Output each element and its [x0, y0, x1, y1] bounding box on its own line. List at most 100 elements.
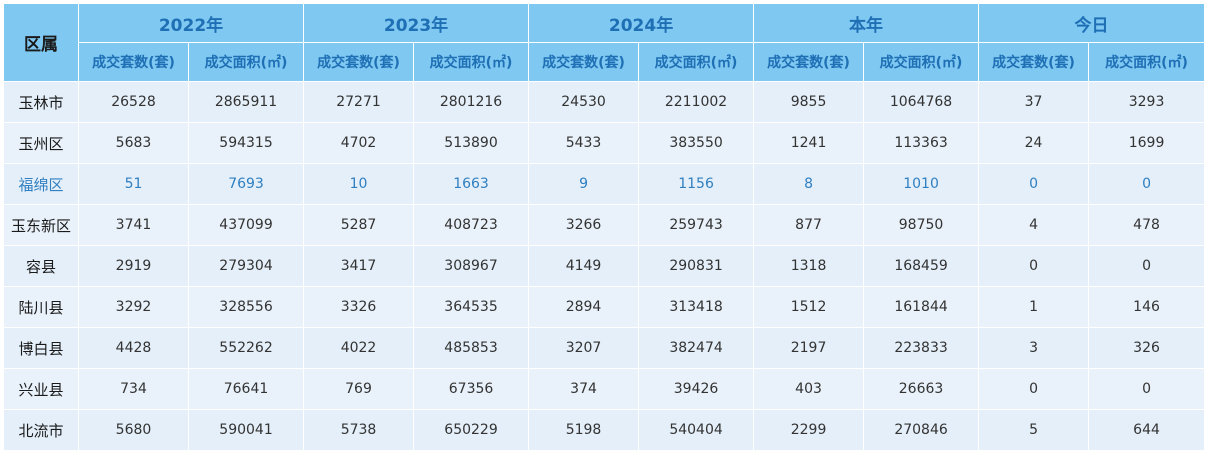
area-cell: 590041	[187, 409, 305, 451]
area-cell: 290831	[638, 245, 755, 287]
units-cell: 5433	[528, 122, 640, 164]
table-row: 福绵区 51 7693 10 1663 9 1156 8 1010 0 0	[3, 163, 1206, 205]
area-cell: 76641	[187, 368, 305, 410]
area-cell: 594315	[187, 122, 305, 164]
area-cell: 326	[1088, 327, 1206, 369]
area-cell: 478	[1088, 204, 1206, 246]
units-cell: 3326	[303, 286, 415, 328]
group-header-2024: 2024年	[528, 3, 755, 43]
sub-header-area: 成交面积(㎡)	[1088, 42, 1206, 82]
units-cell: 5	[978, 409, 1090, 451]
area-cell: 113363	[863, 122, 980, 164]
area-cell: 270846	[863, 409, 980, 451]
units-cell: 9855	[753, 81, 865, 123]
table-row: 玉林市 26528 2865911 27271 2801216 24530 2211002 9…	[3, 81, 1206, 123]
units-cell: 403	[753, 368, 865, 410]
units-cell: 1512	[753, 286, 865, 328]
area-cell: 168459	[863, 245, 980, 287]
area-cell: 223833	[863, 327, 980, 369]
region-cell: 陆川县	[3, 286, 79, 328]
area-cell: 1156	[638, 163, 755, 205]
units-cell: 374	[528, 368, 640, 410]
units-cell: 10	[303, 163, 415, 205]
area-cell: 1663	[413, 163, 530, 205]
units-cell: 0	[978, 163, 1090, 205]
units-cell: 3266	[528, 204, 640, 246]
units-cell: 4702	[303, 122, 415, 164]
area-cell: 1010	[863, 163, 980, 205]
area-cell: 383550	[638, 122, 755, 164]
units-cell: 2197	[753, 327, 865, 369]
area-cell: 364535	[413, 286, 530, 328]
units-cell: 5683	[78, 122, 189, 164]
table-row: 玉州区 5683 594315 4702 513890 5433 383550 1241 113…	[3, 122, 1206, 164]
area-cell: 552262	[187, 327, 305, 369]
units-cell: 0	[978, 368, 1090, 410]
area-cell: 513890	[413, 122, 530, 164]
units-cell: 9	[528, 163, 640, 205]
units-cell: 5738	[303, 409, 415, 451]
sub-header-units: 成交套数(套)	[528, 42, 640, 82]
region-cell: 兴业县	[3, 368, 79, 410]
units-cell: 1318	[753, 245, 865, 287]
group-header-2022: 2022年	[77, 3, 305, 43]
region-cell: 玉东新区	[3, 204, 79, 246]
units-cell: 24530	[528, 81, 640, 123]
units-cell: 5680	[78, 409, 189, 451]
sub-header-area: 成交面积(㎡)	[187, 42, 305, 82]
sales-table-container: 区属 2022年 2023年 2024年 本年 今日 成交套数(套) 成交面积(…	[3, 3, 1206, 451]
units-cell: 3207	[528, 327, 640, 369]
area-cell: 0	[1088, 163, 1206, 205]
area-cell: 39426	[638, 368, 755, 410]
area-cell: 2801216	[413, 81, 530, 123]
table-row: 容县 2919 279304 3417 308967 4149 290831 1318 1684…	[3, 245, 1206, 287]
units-cell: 4428	[78, 327, 189, 369]
area-cell: 3293	[1088, 81, 1206, 123]
units-cell: 4149	[528, 245, 640, 287]
sub-header-area: 成交面积(㎡)	[863, 42, 980, 82]
region-cell: 容县	[3, 245, 79, 287]
area-cell: 650229	[413, 409, 530, 451]
units-cell: 5198	[528, 409, 640, 451]
units-cell: 769	[303, 368, 415, 410]
units-cell: 1	[978, 286, 1090, 328]
sub-header-units: 成交套数(套)	[78, 42, 189, 82]
area-cell: 0	[1088, 245, 1206, 287]
units-cell: 3292	[78, 286, 189, 328]
region-cell: 福绵区	[3, 163, 79, 205]
area-cell: 2211002	[638, 81, 755, 123]
group-header-this-year: 本年	[753, 3, 980, 43]
area-cell: 259743	[638, 204, 755, 246]
table-row: 博白县 4428 552262 4022 485853 3207 382474 2197 223…	[3, 327, 1206, 369]
units-cell: 4022	[303, 327, 415, 369]
area-cell: 382474	[638, 327, 755, 369]
table-body: 玉林市 26528 2865911 27271 2801216 24530 2211002 9…	[3, 81, 1206, 451]
area-cell: 279304	[187, 245, 305, 287]
area-cell: 485853	[413, 327, 530, 369]
units-cell: 27271	[303, 81, 415, 123]
units-cell: 2919	[78, 245, 189, 287]
units-cell: 0	[978, 245, 1090, 287]
area-cell: 308967	[413, 245, 530, 287]
area-cell: 146	[1088, 286, 1206, 328]
area-cell: 2865911	[187, 81, 305, 123]
units-cell: 4	[978, 204, 1090, 246]
area-cell: 98750	[863, 204, 980, 246]
sub-header-units: 成交套数(套)	[978, 42, 1090, 82]
region-cell: 北流市	[3, 409, 79, 451]
sub-header-units: 成交套数(套)	[753, 42, 865, 82]
region-cell: 玉州区	[3, 122, 79, 164]
region-cell: 博白县	[3, 327, 79, 369]
sub-header-area: 成交面积(㎡)	[413, 42, 530, 82]
sales-table: 区属 2022年 2023年 2024年 本年 今日 成交套数(套) 成交面积(…	[3, 3, 1206, 451]
area-cell: 1064768	[863, 81, 980, 123]
units-cell: 51	[78, 163, 189, 205]
units-cell: 1241	[753, 122, 865, 164]
sub-header-units: 成交套数(套)	[303, 42, 415, 82]
units-cell: 2299	[753, 409, 865, 451]
area-cell: 67356	[413, 368, 530, 410]
units-cell: 2894	[528, 286, 640, 328]
table-row: 北流市 5680 590041 5738 650229 5198 540404 2299 270…	[3, 409, 1206, 451]
table-row: 玉东新区 3741 437099 5287 408723 3266 259743 877 987…	[3, 204, 1206, 246]
sub-header-area: 成交面积(㎡)	[638, 42, 755, 82]
